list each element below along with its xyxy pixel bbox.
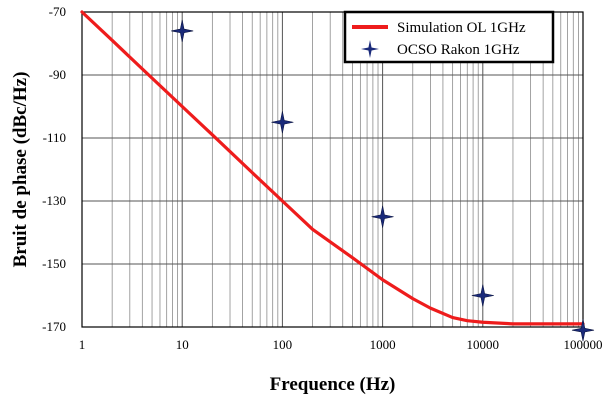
legend-entry-label: Simulation OL 1GHz — [397, 20, 526, 36]
data-point-ocso — [571, 319, 595, 342]
x-tick-label: 100 — [273, 337, 293, 352]
tick-labels: 1 10 100 1000 10000 100000 -70 -90 -110 -130 -150 -… — [42, 4, 602, 352]
plot-frame — [81, 11, 584, 328]
legend: Simulation OL 1GHz OCSO Rakon 1GHz — [343, 10, 555, 64]
y-axis-label: Bruit de phase (dBc/Hz) — [10, 72, 31, 268]
y-tick-label: -110 — [43, 130, 66, 145]
legend-entry-label: OCSO Rakon 1GHz — [397, 42, 520, 58]
data-point-ocso — [371, 205, 394, 228]
y-tick-label: -150 — [42, 256, 66, 271]
x-tick-label: 100000 — [564, 337, 603, 352]
y-tick-label: -90 — [49, 67, 66, 82]
legend-box — [343, 10, 555, 64]
series-line-simulation — [80, 10, 585, 326]
series-layer — [80, 10, 595, 342]
x-axis-label: Frequence (Hz) — [270, 374, 396, 395]
x-tick-label: 1 — [79, 337, 86, 352]
x-tick-label: 10 — [176, 337, 189, 352]
data-point-ocso — [271, 111, 294, 134]
y-tick-label: -70 — [49, 4, 66, 19]
y-tick-label: -130 — [42, 193, 66, 208]
axes — [81, 11, 584, 328]
x-tick-label: 1000 — [370, 337, 396, 352]
data-point-ocso — [471, 284, 494, 307]
legend-swatch-star — [361, 40, 379, 58]
data-point-ocso — [171, 19, 194, 42]
x-tick-label: 10000 — [467, 337, 500, 352]
y-tick-label: -170 — [42, 319, 66, 334]
